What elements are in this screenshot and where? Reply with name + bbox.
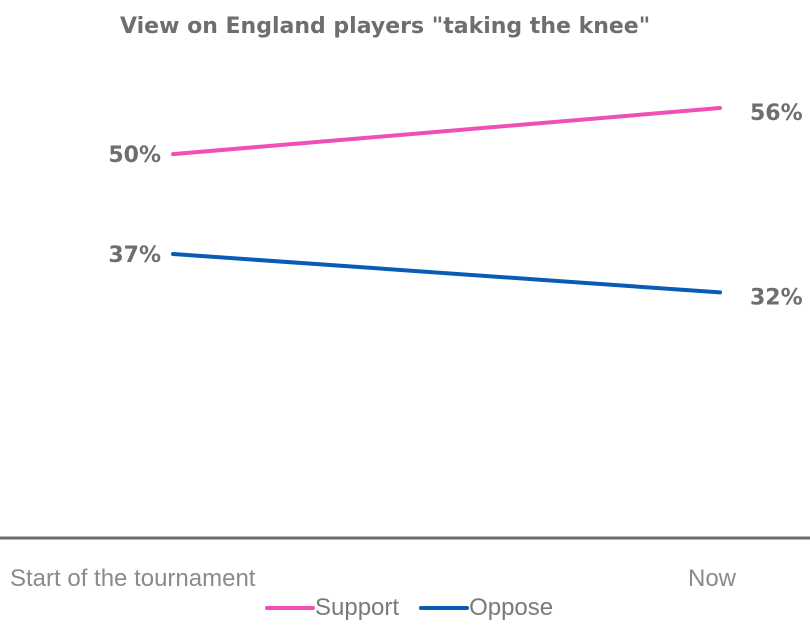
legend-label-oppose: Oppose	[469, 594, 554, 621]
x-tick-label-0: Start of the tournament	[10, 565, 256, 592]
legend-item-support: Support	[265, 594, 399, 622]
legend-swatch-oppose	[419, 606, 470, 610]
series-line-support	[171, 106, 722, 157]
x-tick-label-1: Now	[688, 565, 737, 592]
series-line-oppose	[171, 252, 722, 295]
data-label-support-1: 56%	[750, 101, 803, 126]
legend: Support Oppose	[265, 594, 573, 622]
data-label-support-0: 50%	[108, 143, 161, 168]
data-label-oppose-1: 32%	[750, 285, 803, 310]
legend-item-oppose: Oppose	[419, 594, 553, 622]
legend-swatch-support	[265, 606, 315, 610]
legend-label-support: Support	[315, 594, 400, 621]
data-label-oppose-0: 37%	[108, 243, 161, 268]
x-tick-labels: Start of the tournament Now	[10, 565, 737, 592]
chart-title: View on England players "taking the knee…	[120, 14, 651, 39]
series-layer: 50% 56% 37% 32%	[108, 101, 802, 310]
